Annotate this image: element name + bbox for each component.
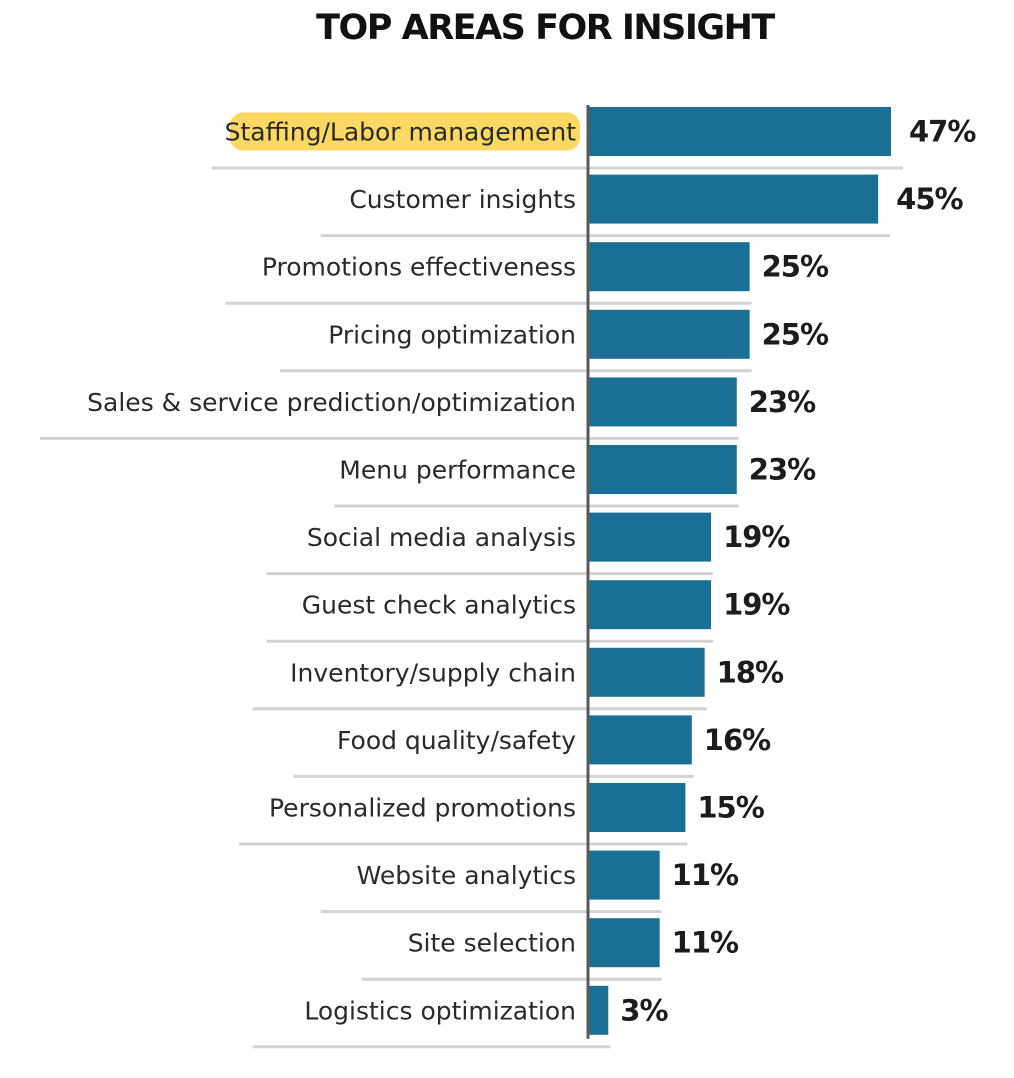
value-label-customer-insights: 45% xyxy=(896,182,963,216)
category-label-website-analytics: Website analytics xyxy=(357,861,576,890)
category-label-pricing-optimization: Pricing optimization xyxy=(328,320,576,349)
bar-logistics-optimization xyxy=(589,985,609,1035)
row-separators xyxy=(40,166,903,1049)
bars xyxy=(589,107,891,1035)
value-label-staffing-labor-management: 47% xyxy=(909,115,976,149)
value-label-personalized-promotions: 15% xyxy=(697,791,764,825)
category-label-personalized-promotions: Personalized promotions xyxy=(269,794,576,823)
bar-pricing-optimization xyxy=(589,309,750,359)
bar-guest-check-analytics xyxy=(589,580,712,630)
bar-food-quality-safety xyxy=(589,715,692,765)
bar-inventory-supply-chain xyxy=(589,647,705,697)
bar-promotions-effectiveness xyxy=(589,242,750,292)
category-label-staffing-labor-management: Staffing/Labor management xyxy=(225,118,577,147)
value-label-guest-check-analytics: 19% xyxy=(723,588,790,622)
value-label-menu-performance: 23% xyxy=(749,453,816,487)
bar-customer-insights xyxy=(589,174,879,224)
category-label-guest-check-analytics: Guest check analytics xyxy=(302,591,576,620)
bar-personalized-promotions xyxy=(589,783,686,832)
category-label-inventory-supply-chain: Inventory/supply chain xyxy=(290,658,576,687)
value-label-site-selection: 11% xyxy=(672,926,739,960)
chart-title: TOP AREAS FOR INSIGHT xyxy=(316,8,775,48)
value-label-logistics-optimization: 3% xyxy=(620,993,668,1027)
value-labels: 47%45%25%25%23%23%19%19%18%16%15%11%11%3… xyxy=(620,115,977,1028)
category-labels: Staffing/Labor management Customer insigh… xyxy=(87,112,580,1025)
category-label-menu-performance: Menu performance xyxy=(339,456,576,485)
category-label-food-quality-safety: Food quality/safety xyxy=(337,726,576,755)
bar-site-selection xyxy=(589,918,660,968)
value-label-promotions-effectiveness: 25% xyxy=(762,250,829,284)
category-label-promotions-effectiveness: Promotions effectiveness xyxy=(262,253,576,282)
value-label-social-media-analysis: 19% xyxy=(723,520,790,554)
value-label-sales-service-prediction-optimization: 23% xyxy=(749,385,816,419)
value-label-food-quality-safety: 16% xyxy=(704,723,771,757)
category-label-social-media-analysis: Social media analysis xyxy=(307,523,576,552)
category-label-site-selection: Site selection xyxy=(408,929,576,958)
bar-sales-service-prediction-optimization xyxy=(589,377,737,427)
category-label-sales-service-prediction-optimization: Sales & service prediction/optimization xyxy=(87,388,576,417)
bar-staffing-labor-management xyxy=(589,107,891,156)
category-label-customer-insights: Customer insights xyxy=(349,185,576,214)
category-label-logistics-optimization: Logistics optimization xyxy=(304,996,576,1025)
value-label-inventory-supply-chain: 18% xyxy=(717,655,784,689)
value-label-pricing-optimization: 25% xyxy=(762,317,829,351)
bar-menu-performance xyxy=(589,445,737,494)
bar-website-analytics xyxy=(589,850,660,900)
highlight-marker xyxy=(230,112,580,151)
bar-social-media-analysis xyxy=(589,512,712,562)
value-label-website-analytics: 11% xyxy=(672,858,739,892)
